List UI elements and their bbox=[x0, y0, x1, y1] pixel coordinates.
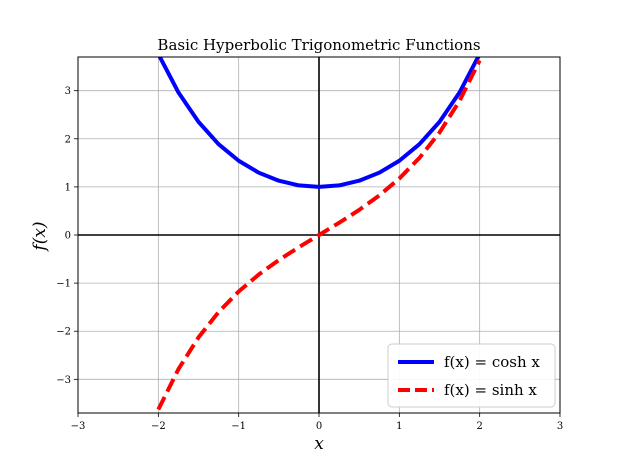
series-line-0 bbox=[157, 57, 481, 189]
legend-label-0: f(x) = cosh x bbox=[444, 353, 540, 371]
y-tick-label: 0 bbox=[65, 231, 71, 242]
x-tick-label: −3 bbox=[71, 421, 86, 432]
ticks: −3 −2 −1 0 1 2 3 −3 −2 −1 0 1 2 3 bbox=[56, 86, 563, 432]
x-tick-label: 0 bbox=[316, 421, 322, 432]
y-tick-label: 1 bbox=[65, 182, 71, 193]
y-tick-label: 2 bbox=[65, 134, 71, 145]
legend-box bbox=[387, 343, 556, 408]
y-tick-label: 3 bbox=[65, 86, 71, 97]
chart-title: Basic Hyperbolic Trigonometric Functions bbox=[157, 36, 480, 54]
y-axis-label: f(x) bbox=[30, 221, 50, 252]
x-tick-label: 1 bbox=[396, 421, 402, 432]
plot-series bbox=[156, 57, 482, 411]
x-tick-label: 3 bbox=[557, 421, 563, 432]
x-axis-label: x bbox=[314, 434, 324, 454]
y-tick-label: −2 bbox=[56, 327, 71, 338]
legend-label-1: f(x) = sinh x bbox=[444, 381, 537, 399]
legend: f(x) = cosh x f(x) = sinh x bbox=[387, 343, 556, 408]
x-tick-label: −1 bbox=[231, 421, 246, 432]
x-tick-label: −2 bbox=[151, 421, 166, 432]
x-tick-label: 2 bbox=[476, 421, 482, 432]
y-tick-label: −3 bbox=[56, 375, 71, 386]
series-line-1 bbox=[156, 59, 482, 411]
y-tick-label: −1 bbox=[56, 279, 71, 290]
